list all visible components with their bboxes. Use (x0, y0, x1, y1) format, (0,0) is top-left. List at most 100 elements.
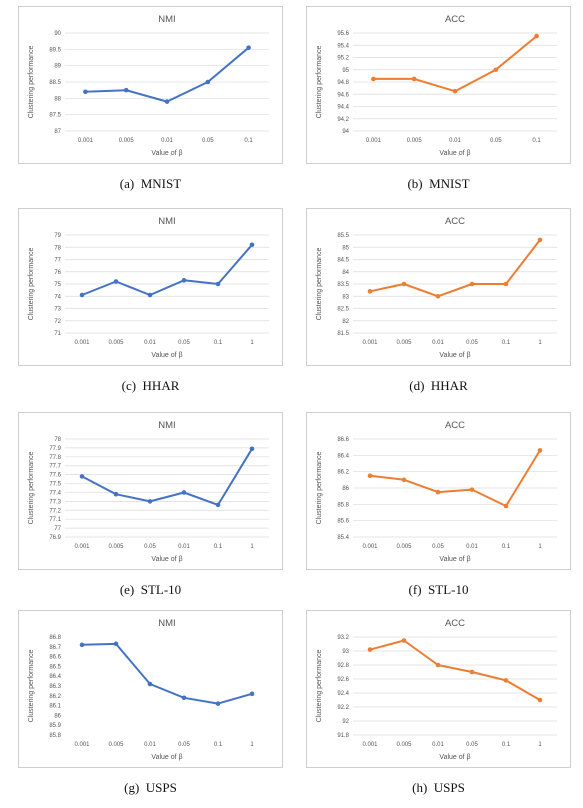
x-axis-label: Value of β (439, 352, 470, 359)
data-point (401, 638, 407, 643)
chart-panel: NMI 76.9 77 77.1 77.2 77.3 77.4 77.5 77.6 77.7 77.… (18, 412, 283, 607)
x-tick-label: 0.001 (74, 340, 90, 346)
data-point (367, 473, 373, 479)
data-point (503, 281, 509, 287)
x-tick-label: 0.005 (119, 138, 135, 144)
y-tick-label: 86.6 (49, 655, 61, 661)
x-tick-label: 0.05 (466, 742, 478, 748)
x-axis-label: Value of β (439, 556, 470, 563)
y-tick-label: 79 (54, 233, 61, 239)
y-tick-label: 92.4 (337, 691, 349, 697)
y-tick-label: 87 (54, 129, 61, 135)
x-tick-label: 0.001 (366, 138, 382, 144)
x-tick-label: 0.1 (502, 742, 511, 748)
y-axis-label: Clustering performance (316, 248, 323, 321)
y-tick-label: 93.2 (337, 635, 349, 641)
subfigure-caption: (e) STL-10 (119, 582, 182, 597)
data-point (401, 477, 407, 483)
x-tick-label: 0.005 (396, 544, 412, 550)
line-chart: NMI 71 72 73 74 75 76 77 78 79 0.001 0.005 0.01 0.05 0… (28, 216, 269, 359)
y-tick-label: 86.4 (49, 674, 61, 680)
x-axis-label: Value of β (151, 556, 182, 563)
y-tick-label: 85.9 (49, 723, 61, 729)
data-point (181, 695, 187, 701)
x-tick-label: 0.005 (407, 138, 423, 144)
data-point (469, 669, 475, 675)
line-chart: ACC 91.8 92 92.2 92.4 92.6 92.8 93 93.2 0.001 0.00… (316, 618, 557, 761)
data-point (215, 281, 221, 287)
chart-panel: ACC 91.8 92 92.2 92.4 92.6 92.8 93 93.2 0.001 0.00… (306, 610, 571, 805)
data-point (401, 281, 407, 287)
y-axis-label: Clustering performance (28, 650, 35, 723)
y-tick-label: 94.6 (337, 92, 349, 98)
y-tick-label: 86.1 (49, 704, 61, 710)
x-tick-label: 1 (250, 340, 254, 346)
series-line (369, 449, 541, 507)
x-tick-label: 0.1 (502, 544, 511, 550)
chart-panel: ACC 85.4 85.6 85.8 86 86.2 86.4 86.6 0.001 0.005 0… (306, 412, 571, 607)
y-tick-label: 94.4 (337, 105, 349, 111)
chart-panel: NMI 71 72 73 74 75 76 77 78 79 0.001 0.005 0.01 0.05 0… (18, 208, 283, 403)
data-point (435, 489, 441, 495)
subfigure-caption: (g) USPS (124, 780, 177, 795)
x-tick-label: 0.005 (108, 544, 124, 550)
series-line (373, 35, 538, 93)
y-tick-label: 77.7 (49, 464, 61, 470)
data-point (79, 474, 85, 479)
x-tick-label: 0.01 (178, 544, 190, 550)
data-point (534, 33, 539, 39)
y-tick-label: 77.1 (49, 517, 61, 523)
y-tick-label: 77.4 (49, 490, 61, 496)
data-point (493, 67, 499, 73)
x-tick-label: 0.05 (178, 742, 190, 748)
y-tick-label: 95.6 (337, 31, 349, 37)
chart-title: NMI (158, 216, 175, 227)
x-tick-label: 0.1 (214, 340, 223, 346)
data-point (452, 88, 458, 94)
series-line (369, 639, 541, 701)
x-tick-label: 0.01 (432, 742, 444, 748)
y-tick-label: 86.3 (49, 684, 61, 690)
subfigure-caption: (a) MNIST (119, 176, 182, 191)
series-line (81, 642, 253, 705)
y-tick-label: 88 (54, 96, 61, 102)
x-tick-label: 0.01 (161, 138, 173, 144)
y-tick-label: 92.2 (337, 705, 349, 711)
y-axis-label: Clustering performance (28, 46, 35, 119)
chart-frame: ACC 81.5 82 82.5 83 83.5 84 84.5 85 85.5 0.001 0.00… (306, 208, 571, 366)
subfigure-caption: (h) USPS (412, 780, 465, 795)
y-tick-label: 82 (342, 319, 349, 325)
y-tick-label: 89 (54, 64, 61, 70)
series-line (81, 448, 253, 506)
data-point (164, 99, 170, 104)
y-tick-label: 85.5 (337, 233, 349, 239)
subfigure-caption: (d) HHAR (409, 378, 468, 393)
chart-title: ACC (445, 420, 465, 431)
y-tick-label: 84.5 (337, 258, 349, 264)
data-point (79, 292, 85, 298)
x-tick-label: 0.01 (432, 340, 444, 346)
data-point (181, 278, 187, 283)
series-line (85, 46, 250, 103)
y-tick-label: 72 (54, 319, 61, 325)
data-point (371, 76, 376, 82)
x-axis-label: Value of β (151, 150, 182, 157)
y-tick-label: 89.5 (49, 47, 61, 53)
x-tick-label: 1 (538, 544, 542, 550)
line-chart: NMI 76.9 77 77.1 77.2 77.3 77.4 77.5 77.6 77.7 77.… (28, 420, 269, 563)
x-tick-label: 0.001 (78, 138, 94, 144)
y-tick-label: 86.6 (337, 437, 349, 443)
y-tick-label: 92 (342, 719, 349, 725)
data-point (113, 491, 119, 497)
y-tick-label: 86.4 (337, 453, 349, 459)
y-tick-label: 77 (54, 258, 61, 264)
chart-title: NMI (158, 14, 175, 25)
data-point (469, 487, 475, 492)
y-tick-label: 85.6 (337, 519, 349, 525)
data-point (537, 237, 543, 243)
x-tick-label: 0.05 (144, 544, 156, 550)
y-tick-label: 91.8 (337, 733, 349, 739)
y-tick-label: 86 (342, 486, 349, 492)
x-axis-label: Value of β (439, 150, 470, 157)
x-tick-label: 0.1 (214, 544, 223, 550)
